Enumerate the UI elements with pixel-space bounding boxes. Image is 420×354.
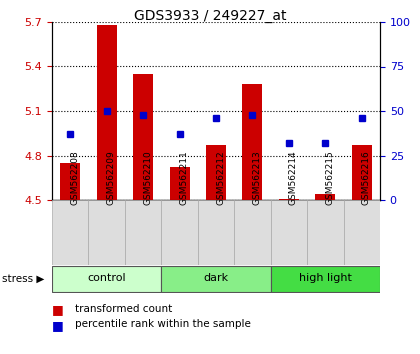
Bar xyxy=(242,84,262,200)
Text: ■: ■ xyxy=(52,303,64,316)
Bar xyxy=(206,145,226,200)
Text: GSM562215: GSM562215 xyxy=(326,150,334,205)
Bar xyxy=(52,267,161,292)
Bar xyxy=(170,167,189,200)
Bar xyxy=(270,267,380,292)
Bar xyxy=(352,145,372,200)
Text: GSM562209: GSM562209 xyxy=(107,150,116,205)
Text: dark: dark xyxy=(203,273,228,284)
Bar xyxy=(315,194,335,200)
Text: percentile rank within the sample: percentile rank within the sample xyxy=(75,319,251,330)
Bar xyxy=(89,200,125,265)
Text: GSM562212: GSM562212 xyxy=(216,150,225,205)
Text: control: control xyxy=(87,273,126,284)
Bar xyxy=(270,200,307,265)
Bar xyxy=(344,200,380,265)
Text: GSM562210: GSM562210 xyxy=(143,150,152,205)
Bar xyxy=(198,200,234,265)
Bar xyxy=(52,200,89,265)
Bar xyxy=(133,74,153,200)
Text: GSM562213: GSM562213 xyxy=(252,150,261,205)
Text: high light: high light xyxy=(299,273,352,284)
Bar xyxy=(161,200,198,265)
Bar xyxy=(279,199,299,200)
Text: GSM562208: GSM562208 xyxy=(70,150,79,205)
Bar xyxy=(60,163,80,200)
Bar xyxy=(161,267,270,292)
Bar xyxy=(97,25,117,200)
Text: GDS3933 / 249227_at: GDS3933 / 249227_at xyxy=(134,9,286,23)
Text: ■: ■ xyxy=(52,319,64,332)
Text: GSM562211: GSM562211 xyxy=(180,150,189,205)
Bar xyxy=(234,200,270,265)
Bar xyxy=(125,200,161,265)
Text: GSM562214: GSM562214 xyxy=(289,150,298,205)
Text: GSM562216: GSM562216 xyxy=(362,150,371,205)
Bar xyxy=(307,200,344,265)
Text: transformed count: transformed count xyxy=(75,303,172,314)
Text: stress ▶: stress ▶ xyxy=(2,274,45,284)
